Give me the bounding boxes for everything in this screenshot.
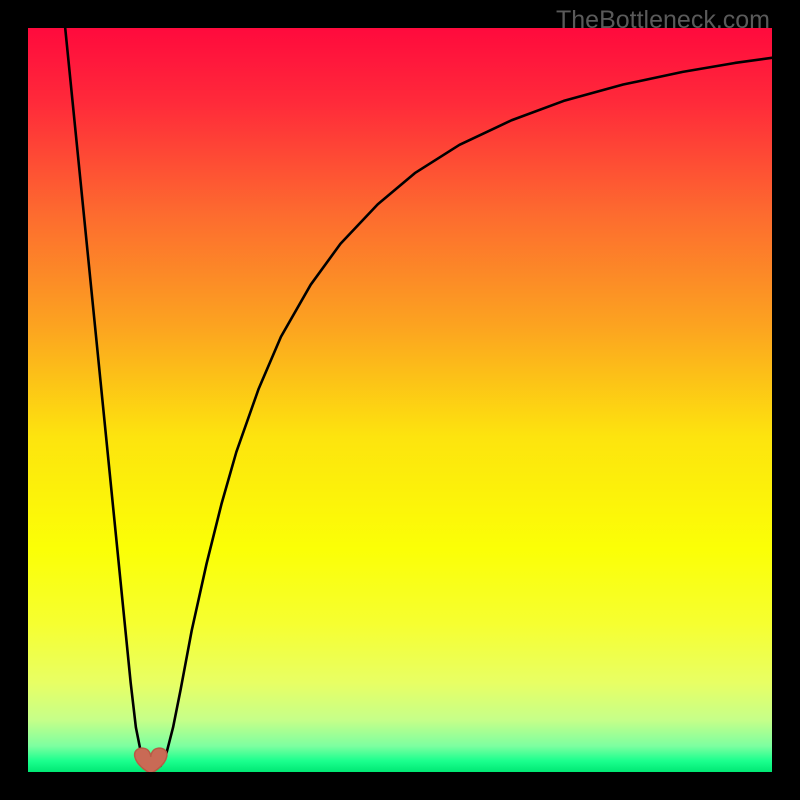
watermark-text: TheBottleneck.com: [556, 6, 770, 35]
bottleneck-curve: [65, 28, 772, 768]
bottleneck-curve-layer: [28, 28, 772, 772]
heart-marker-icon: [135, 748, 167, 772]
plot-area: [28, 28, 772, 772]
